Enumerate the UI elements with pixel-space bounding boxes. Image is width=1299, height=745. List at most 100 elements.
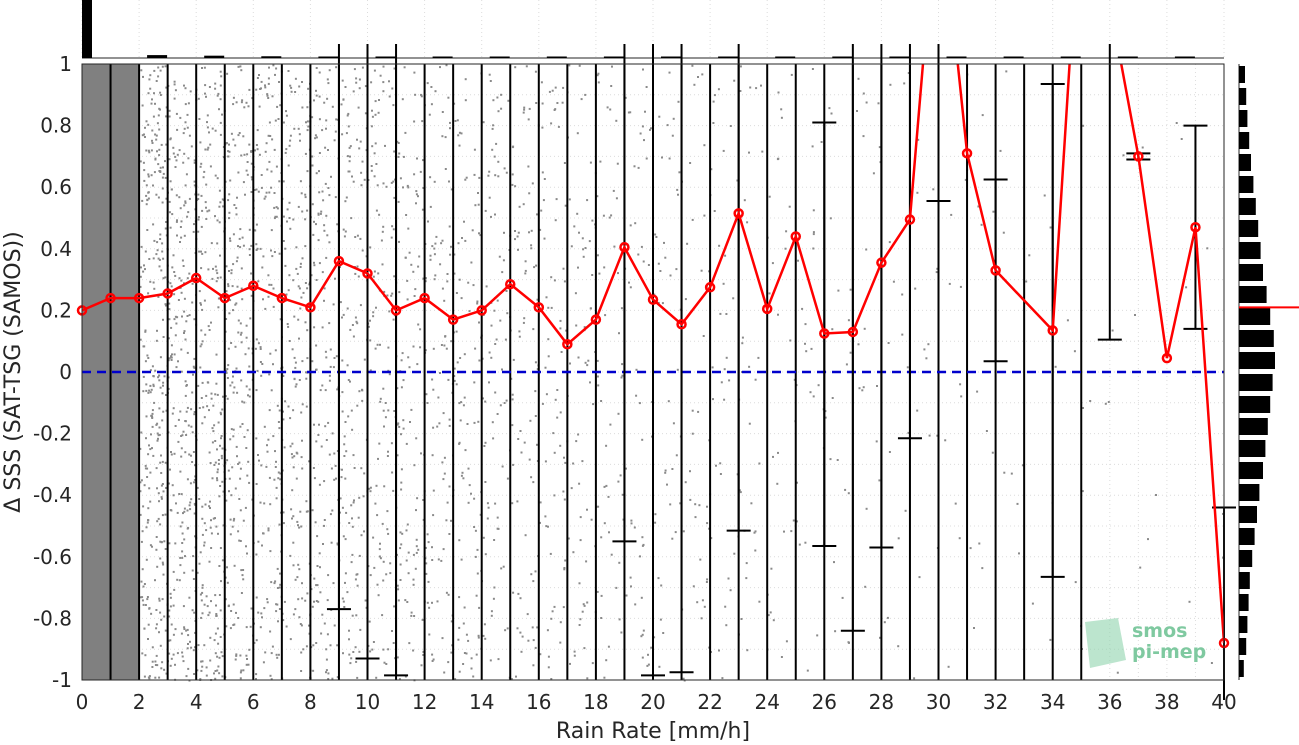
- scatter-point: [376, 583, 379, 586]
- scatter-point: [696, 601, 699, 604]
- scatter-point: [318, 118, 321, 121]
- scatter-point: [422, 159, 424, 162]
- scatter-point: [584, 247, 587, 249]
- scatter-point: [342, 313, 345, 316]
- scatter-point: [805, 350, 808, 353]
- scatter-point: [576, 212, 579, 215]
- scatter-point: [928, 434, 931, 437]
- scatter-point: [581, 610, 584, 613]
- scatter-point: [323, 229, 326, 232]
- scatter-point: [746, 649, 749, 652]
- scatter-point: [733, 79, 736, 82]
- scatter-point: [172, 633, 175, 636]
- scatter-point: [277, 620, 279, 623]
- scatter-point: [489, 659, 492, 662]
- scatter-point: [540, 81, 543, 84]
- scatter-point: [553, 605, 556, 608]
- scatter-point: [490, 215, 492, 218]
- scatter-point: [516, 235, 519, 238]
- scatter-point: [268, 476, 271, 479]
- scatter-point: [211, 441, 214, 444]
- scatter-point: [416, 157, 418, 160]
- scatter-point: [377, 594, 380, 597]
- scatter-point: [304, 321, 307, 324]
- scatter-point: [183, 204, 186, 207]
- scatter-point: [917, 138, 920, 141]
- scatter-point: [285, 114, 288, 117]
- scatter-point: [214, 393, 217, 396]
- scatter-point: [722, 282, 725, 285]
- scatter-point: [399, 531, 402, 534]
- scatter-point: [316, 584, 319, 587]
- scatter-point: [287, 164, 290, 167]
- scatter-point: [431, 559, 434, 561]
- scatter-point: [180, 455, 183, 458]
- scatter-point: [408, 642, 411, 645]
- scatter-point: [657, 577, 660, 580]
- scatter-point: [519, 430, 522, 432]
- scatter-point: [719, 473, 722, 475]
- scatter-point: [274, 450, 276, 453]
- scatter-point: [242, 135, 245, 138]
- scatter-point: [145, 526, 148, 529]
- scatter-point: [162, 410, 165, 413]
- scatter-point: [387, 532, 390, 535]
- scatter-point: [306, 592, 309, 595]
- scatter-point: [460, 558, 463, 561]
- scatter-point: [169, 137, 172, 140]
- scatter-point: [453, 375, 456, 377]
- scatter-point: [255, 553, 258, 556]
- scatter-point: [444, 168, 447, 170]
- scatter-point: [421, 618, 424, 621]
- scatter-point: [398, 678, 401, 681]
- scatter-point: [660, 584, 663, 587]
- mean-point: [990, 265, 1001, 276]
- scatter-point: [445, 347, 448, 350]
- scatter-point: [412, 578, 415, 581]
- scatter-point: [1081, 490, 1084, 493]
- scatter-point: [328, 374, 331, 377]
- scatter-point: [229, 299, 232, 302]
- scatter-point: [531, 626, 534, 629]
- scatter-point: [139, 490, 142, 493]
- scatter-point: [668, 71, 671, 74]
- x-tick-label: 38: [1154, 690, 1179, 714]
- scatter-point: [484, 481, 487, 483]
- scatter-point: [140, 431, 143, 434]
- scatter-point: [168, 158, 171, 161]
- scatter-point: [311, 155, 314, 158]
- scatter-point: [524, 269, 527, 272]
- scatter-point: [275, 67, 278, 70]
- scatter-point: [491, 148, 494, 151]
- scatter-point: [447, 378, 450, 381]
- scatter-point: [219, 133, 222, 136]
- scatter-point: [227, 199, 230, 202]
- scatter-point: [326, 599, 329, 602]
- scatter-point: [350, 561, 353, 564]
- scatter-point: [476, 572, 479, 575]
- scatter-point: [476, 302, 479, 305]
- scatter-point: [262, 532, 264, 535]
- scatter-point: [477, 634, 480, 637]
- scatter-point: [277, 118, 280, 120]
- scatter-point: [703, 605, 706, 608]
- scatter-point: [586, 677, 589, 680]
- scatter-point: [300, 624, 303, 627]
- scatter-point: [771, 262, 774, 265]
- scatter-point: [248, 228, 251, 231]
- scatter-point: [453, 272, 456, 275]
- scatter-point: [608, 216, 611, 219]
- scatter-point: [282, 410, 284, 413]
- right-hist-bar: [1239, 374, 1273, 391]
- scatter-point: [239, 228, 242, 231]
- scatter-point: [494, 174, 497, 177]
- scatter-point: [446, 501, 449, 504]
- scatter-point: [459, 419, 462, 422]
- scatter-point: [250, 294, 253, 297]
- scatter-point: [391, 225, 394, 228]
- scatter-point: [147, 507, 150, 510]
- scatter-point: [183, 571, 186, 574]
- scatter-point: [370, 165, 373, 167]
- scatter-point: [313, 264, 316, 267]
- scatter-point: [203, 66, 206, 69]
